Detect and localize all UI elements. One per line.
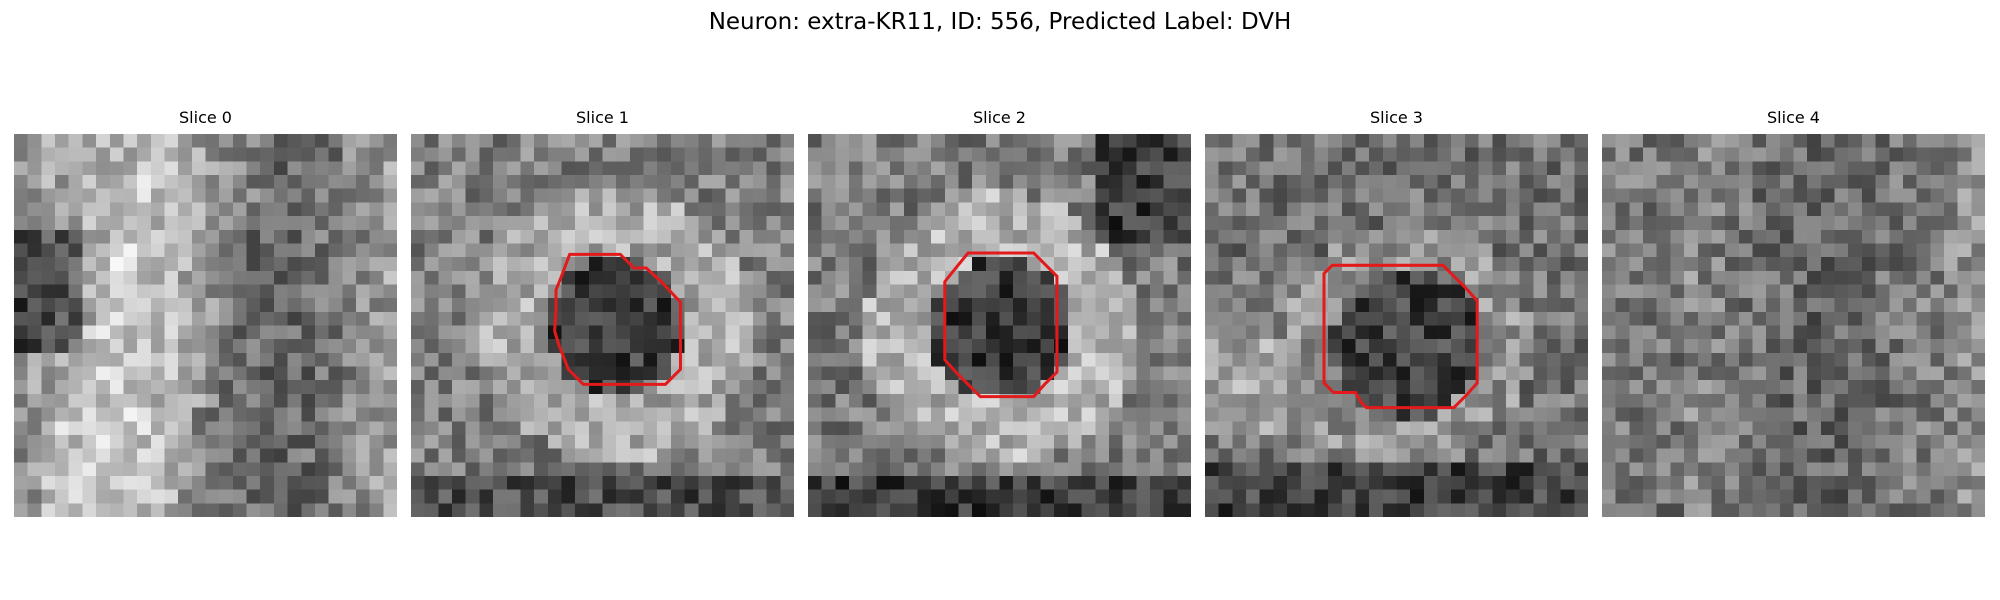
slice-panel-4: Slice 4 (1602, 108, 1985, 517)
slice-panel-3: Slice 3 (1205, 108, 1588, 517)
slice-panel-2: Slice 2 (808, 108, 1191, 517)
slice-image (14, 134, 397, 517)
roi-contour (1322, 263, 1479, 410)
figure-title: Neuron: extra-KR11, ID: 556, Predicted L… (708, 9, 1292, 35)
slice-panel-0: Slice 0 (14, 108, 397, 517)
slice-title: Slice 0 (179, 108, 232, 127)
slice-title: Slice 3 (1370, 108, 1423, 127)
slice-title: Slice 4 (1767, 108, 1820, 127)
slice-image (1205, 134, 1588, 517)
slice-image (808, 134, 1191, 517)
slice-title: Slice 2 (973, 108, 1026, 127)
slice-panel-1: Slice 1 (411, 108, 794, 517)
slice-image (411, 134, 794, 517)
roi-contour (553, 252, 682, 386)
roi-contour (943, 251, 1059, 399)
slice-image (1602, 134, 1985, 517)
slice-title: Slice 1 (576, 108, 629, 127)
